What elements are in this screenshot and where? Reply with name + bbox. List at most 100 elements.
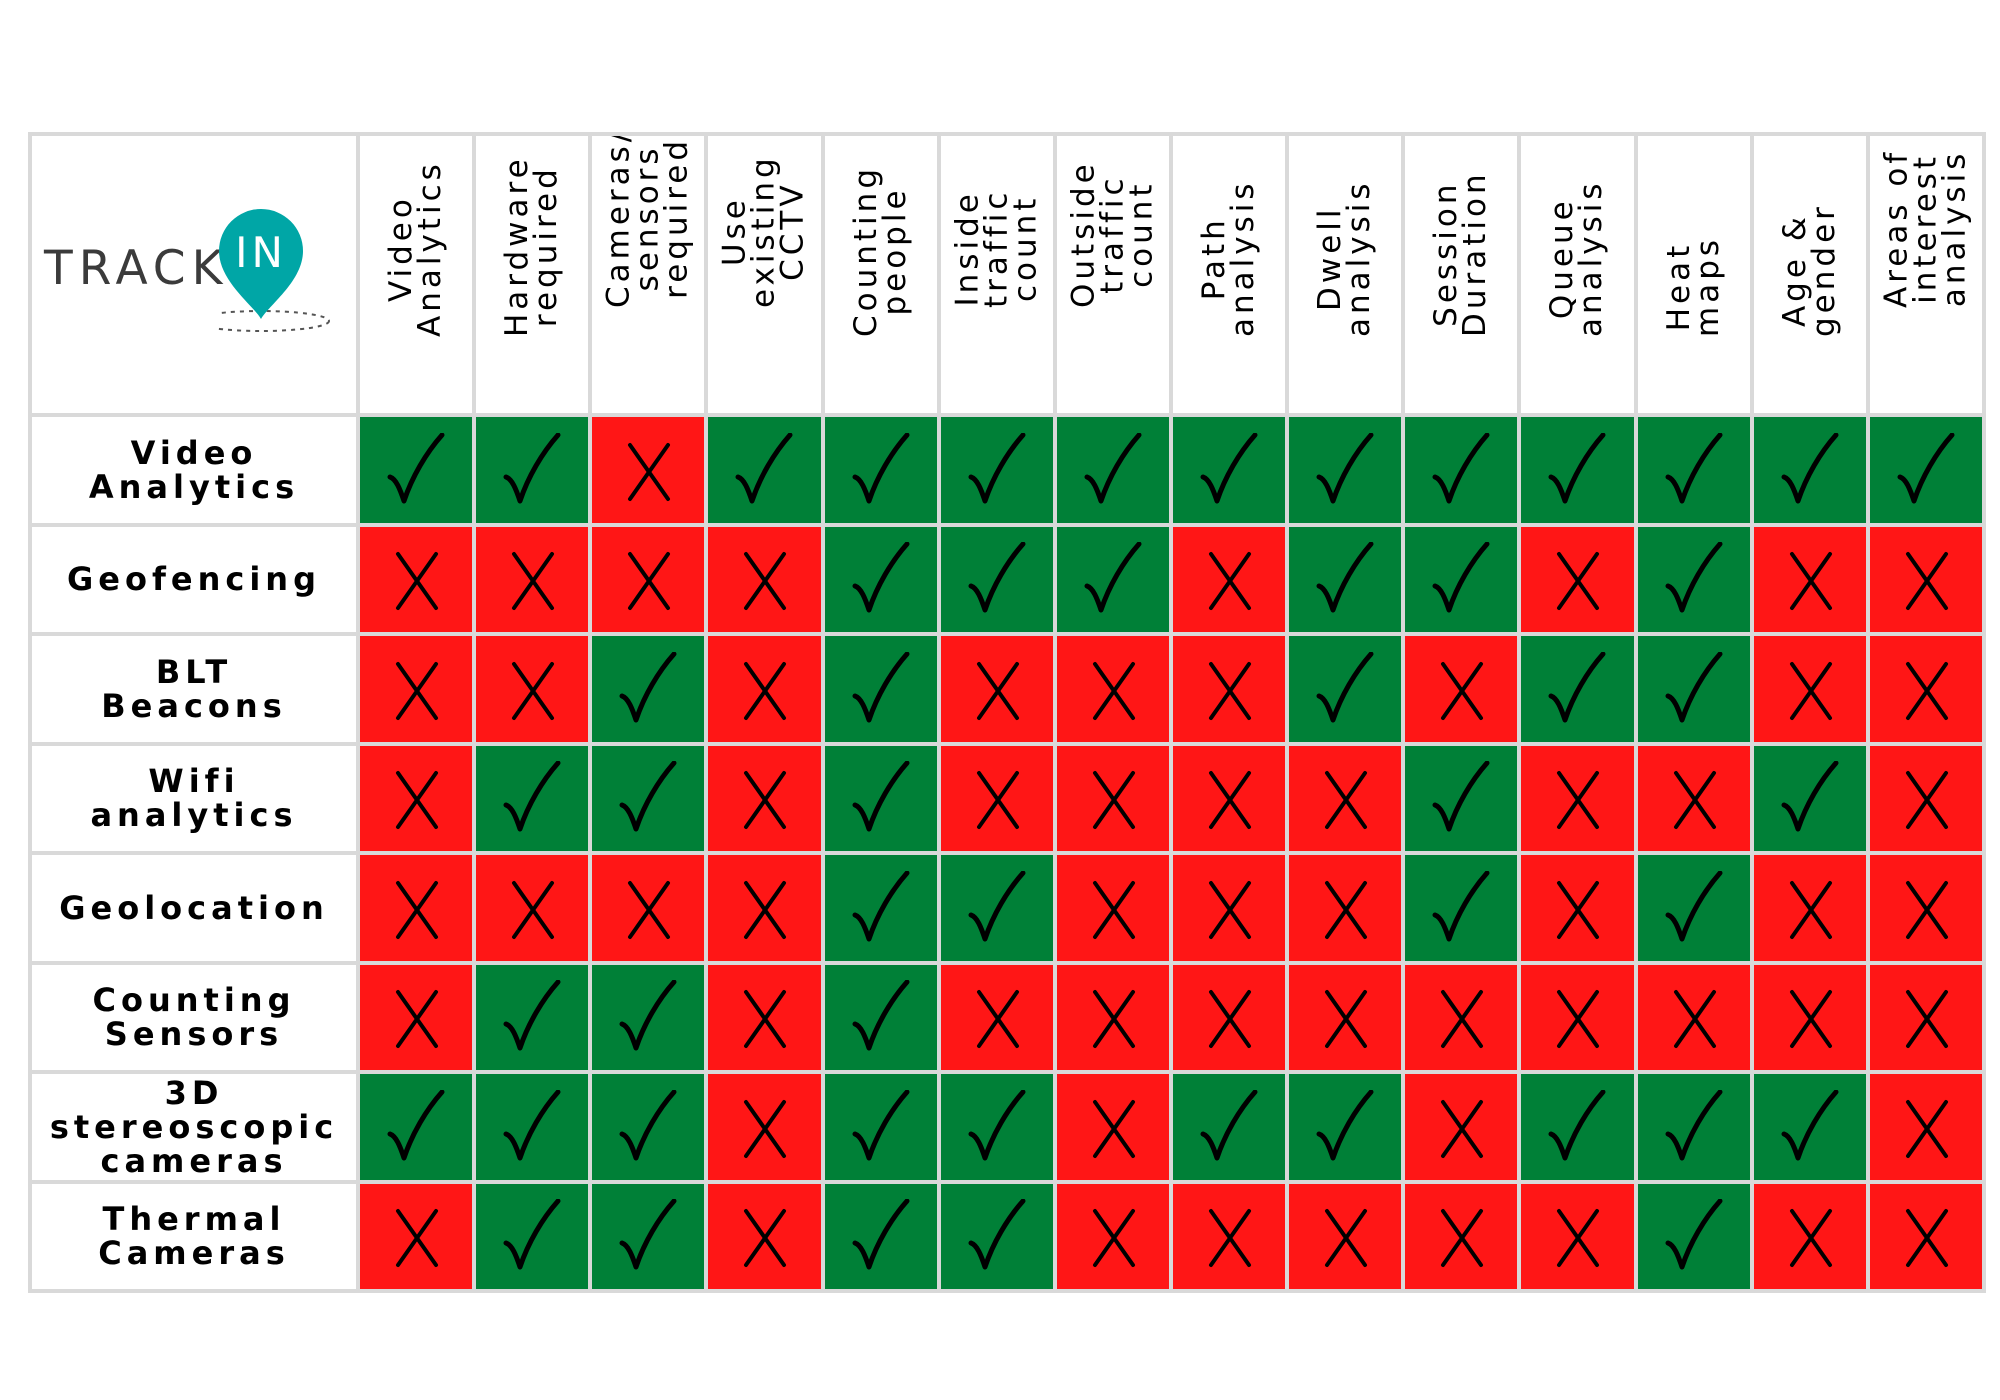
supported-cell bbox=[940, 855, 1053, 961]
x-mark-icon bbox=[1673, 990, 1716, 1049]
x-mark-icon bbox=[1325, 771, 1368, 830]
check-mark-icon bbox=[1200, 432, 1258, 504]
check-mark-icon bbox=[1316, 542, 1374, 613]
unsupported-cell bbox=[476, 526, 589, 632]
column-header-label: Path analysis bbox=[1196, 179, 1262, 337]
unsupported-cell bbox=[1869, 1074, 1982, 1180]
x-mark-icon bbox=[1905, 661, 1948, 720]
column-header: Inside traffic count bbox=[940, 136, 1053, 413]
x-mark-icon bbox=[1673, 771, 1716, 830]
unsupported-cell bbox=[940, 636, 1053, 742]
check-mark-icon bbox=[1432, 870, 1490, 942]
check-mark-icon bbox=[619, 651, 677, 723]
x-mark-icon bbox=[396, 990, 439, 1049]
column-header-label: Use existing CCTV bbox=[716, 154, 811, 308]
x-mark-icon bbox=[1092, 771, 1135, 830]
column-header-label: Outside traffic count bbox=[1065, 160, 1160, 308]
x-mark-icon bbox=[1092, 990, 1135, 1049]
unsupported-cell bbox=[1405, 1183, 1518, 1289]
unsupported-cell bbox=[708, 964, 821, 1070]
unsupported-cell bbox=[1637, 964, 1750, 1070]
check-mark-icon bbox=[1084, 432, 1142, 504]
unsupported-cell bbox=[1405, 1074, 1518, 1180]
unsupported-cell bbox=[1521, 855, 1634, 961]
supported-cell bbox=[1405, 417, 1518, 523]
unsupported-cell bbox=[476, 855, 589, 961]
x-mark-icon bbox=[744, 1099, 787, 1158]
check-mark-icon bbox=[1548, 651, 1606, 723]
supported-cell bbox=[824, 526, 937, 632]
x-mark-icon bbox=[1789, 880, 1832, 939]
x-mark-icon bbox=[976, 771, 1019, 830]
check-mark-icon bbox=[1432, 432, 1490, 504]
column-header-label: Age & gender bbox=[1776, 203, 1842, 337]
unsupported-cell bbox=[360, 855, 473, 961]
unsupported-cell bbox=[708, 855, 821, 961]
supported-cell bbox=[360, 417, 473, 523]
x-mark-icon bbox=[1789, 1209, 1832, 1268]
x-mark-icon bbox=[1789, 661, 1832, 720]
check-mark-icon bbox=[968, 870, 1026, 942]
x-mark-icon bbox=[1905, 990, 1948, 1049]
check-mark-icon bbox=[852, 651, 910, 723]
supported-cell bbox=[592, 745, 705, 851]
column-header-label: Video Analytics bbox=[383, 160, 449, 337]
x-mark-icon bbox=[1092, 880, 1135, 939]
logo-pin-text: IN bbox=[235, 228, 287, 277]
x-mark-icon bbox=[1789, 552, 1832, 611]
supported-cell bbox=[476, 1074, 589, 1180]
supported-cell bbox=[824, 855, 937, 961]
unsupported-cell bbox=[360, 526, 473, 632]
supported-cell bbox=[1289, 417, 1402, 523]
unsupported-cell bbox=[1753, 526, 1866, 632]
unsupported-cell bbox=[1173, 1183, 1286, 1289]
supported-cell bbox=[476, 964, 589, 1070]
column-header: Queue analysis bbox=[1521, 136, 1634, 413]
supported-cell bbox=[592, 636, 705, 742]
supported-cell bbox=[824, 1183, 937, 1289]
supported-cell bbox=[824, 636, 937, 742]
supported-cell bbox=[824, 1074, 937, 1180]
row-label: Geofencing bbox=[32, 526, 356, 632]
column-header: Cameras/ sensors required bbox=[592, 136, 705, 413]
unsupported-cell bbox=[1869, 526, 1982, 632]
check-mark-icon bbox=[503, 980, 561, 1051]
unsupported-cell bbox=[1521, 964, 1634, 1070]
row-label: Video Analytics bbox=[32, 417, 356, 523]
unsupported-cell bbox=[940, 745, 1053, 851]
column-header-label: Cameras/ sensors required bbox=[600, 136, 695, 308]
check-mark-icon bbox=[1897, 432, 1955, 504]
supported-cell bbox=[1637, 1183, 1750, 1289]
x-mark-icon bbox=[1209, 552, 1252, 611]
supported-cell bbox=[1405, 855, 1518, 961]
supported-cell bbox=[1637, 636, 1750, 742]
unsupported-cell bbox=[592, 526, 705, 632]
column-header-label: Queue analysis bbox=[1544, 179, 1610, 337]
unsupported-cell bbox=[1753, 855, 1866, 961]
row-label: BLT Beacons bbox=[32, 636, 356, 742]
check-mark-icon bbox=[503, 1199, 561, 1270]
check-mark-icon bbox=[852, 1089, 910, 1161]
supported-cell bbox=[940, 417, 1053, 523]
supported-cell bbox=[476, 745, 589, 851]
supported-cell bbox=[940, 1074, 1053, 1180]
x-mark-icon bbox=[1325, 880, 1368, 939]
check-mark-icon bbox=[1316, 432, 1374, 504]
column-header: Counting people bbox=[824, 136, 937, 413]
unsupported-cell bbox=[1289, 745, 1402, 851]
check-mark-icon bbox=[852, 761, 910, 832]
column-header: Areas of interest analysis bbox=[1869, 136, 1982, 413]
column-header: Dwell analysis bbox=[1289, 136, 1402, 413]
x-mark-icon bbox=[744, 661, 787, 720]
supported-cell bbox=[1521, 1074, 1634, 1180]
supported-cell bbox=[1056, 526, 1169, 632]
x-mark-icon bbox=[1557, 552, 1600, 611]
x-mark-icon bbox=[1441, 661, 1484, 720]
supported-cell bbox=[1637, 417, 1750, 523]
map-pin-icon: IN bbox=[217, 209, 330, 332]
check-mark-icon bbox=[852, 980, 910, 1051]
x-mark-icon bbox=[1209, 990, 1252, 1049]
x-mark-icon bbox=[1905, 880, 1948, 939]
x-mark-icon bbox=[396, 771, 439, 830]
check-mark-icon bbox=[1548, 432, 1606, 504]
